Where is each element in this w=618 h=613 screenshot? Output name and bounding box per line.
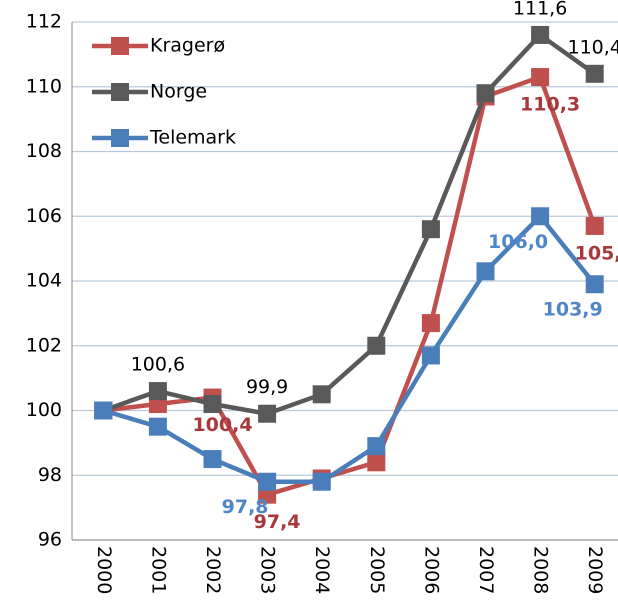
x-tick-label: 2001 bbox=[147, 546, 169, 594]
marker bbox=[203, 450, 222, 469]
y-tick-label: 102 bbox=[26, 334, 62, 356]
marker bbox=[421, 220, 440, 239]
legend-label: Telemark bbox=[149, 127, 236, 149]
data-label: 100,6 bbox=[131, 354, 185, 376]
marker bbox=[531, 207, 550, 226]
x-tick-label: 2006 bbox=[420, 546, 442, 594]
marker bbox=[312, 385, 331, 404]
x-tick-label: 2004 bbox=[311, 546, 333, 594]
data-label: 110,4 bbox=[567, 36, 618, 58]
legend-marker bbox=[111, 83, 129, 101]
y-tick-label: 100 bbox=[26, 399, 62, 421]
legend-label: Norge bbox=[150, 81, 207, 103]
marker bbox=[367, 453, 386, 472]
x-tick-label: 2000 bbox=[93, 546, 115, 594]
marker bbox=[367, 336, 386, 355]
y-tick-label: 108 bbox=[26, 140, 62, 162]
marker bbox=[258, 404, 277, 423]
marker bbox=[421, 346, 440, 365]
y-tick-label: 104 bbox=[26, 270, 62, 292]
legend-label: Kragerø bbox=[150, 35, 225, 57]
data-label: 100,4 bbox=[192, 414, 252, 436]
marker bbox=[531, 25, 550, 44]
marker bbox=[94, 401, 113, 420]
series-line bbox=[102, 31, 597, 417]
data-label: 103,9 bbox=[543, 299, 603, 321]
y-tick-label: 110 bbox=[26, 75, 62, 97]
series-line bbox=[102, 212, 597, 484]
data-label: 99,9 bbox=[246, 376, 288, 398]
legend-marker bbox=[111, 37, 129, 55]
x-tick-label: 2003 bbox=[257, 546, 279, 594]
marker bbox=[421, 314, 440, 333]
marker bbox=[585, 64, 604, 83]
marker bbox=[476, 262, 495, 281]
data-label: 97,8 bbox=[222, 496, 269, 518]
marker bbox=[585, 216, 604, 235]
marker bbox=[148, 417, 167, 436]
data-label: 110,3 bbox=[520, 94, 580, 116]
marker bbox=[531, 68, 550, 87]
x-tick-label: 2008 bbox=[530, 546, 552, 594]
data-label: 97,4 bbox=[254, 511, 301, 533]
marker bbox=[258, 472, 277, 491]
marker bbox=[203, 395, 222, 414]
x-tick-label: 2007 bbox=[475, 546, 497, 594]
series-line bbox=[103, 74, 597, 498]
marker bbox=[476, 84, 495, 103]
y-tick-label: 96 bbox=[38, 529, 62, 551]
y-tick-label: 106 bbox=[26, 205, 62, 227]
y-tick-label: 98 bbox=[38, 464, 62, 486]
marker bbox=[367, 437, 386, 456]
x-tick-label: 2005 bbox=[366, 546, 388, 594]
x-tick-label: 2009 bbox=[584, 546, 606, 594]
marker bbox=[585, 275, 604, 294]
marker bbox=[148, 382, 167, 401]
marker bbox=[312, 472, 331, 491]
y-tick-label: 112 bbox=[26, 11, 62, 33]
data-label: 111,6 bbox=[513, 0, 567, 19]
data-label: 105,7 bbox=[575, 242, 618, 264]
legend-marker bbox=[111, 129, 129, 147]
data-label: 106,0 bbox=[488, 231, 548, 253]
x-tick-label: 2002 bbox=[202, 546, 224, 594]
